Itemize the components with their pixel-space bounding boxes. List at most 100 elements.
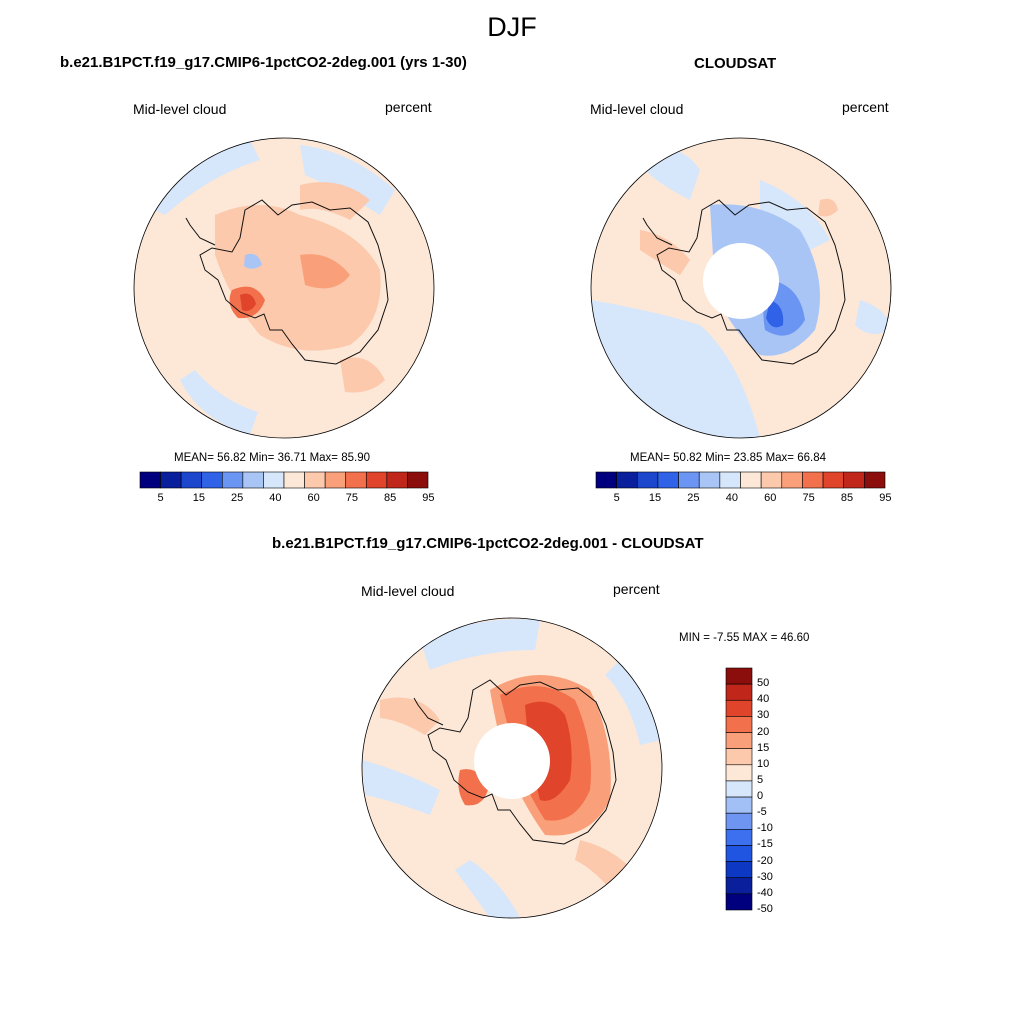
panel3-colorbar-swatch bbox=[725, 812, 753, 830]
panel3-colorbar-swatch bbox=[725, 780, 753, 798]
panel3-minmax: MIN = -7.55 MAX = 46.60 bbox=[679, 632, 810, 644]
panel2-colorbar-swatch bbox=[781, 471, 803, 489]
panel2-max-value: 66.84 bbox=[797, 452, 827, 464]
panel2-colorbar-swatch bbox=[616, 471, 638, 489]
panel3-map-border bbox=[361, 617, 663, 919]
panel3-colorbar-tick-label: -40 bbox=[757, 886, 773, 899]
panel1-colorbar-swatch bbox=[242, 471, 264, 489]
panel1-max-label: Max= bbox=[309, 452, 339, 464]
panel1-min-value: 36.71 bbox=[277, 452, 307, 464]
panel3-polar-gap bbox=[474, 723, 550, 799]
panel1-colorbar-swatch bbox=[139, 471, 161, 489]
panel2-colorbar-swatch bbox=[760, 471, 783, 489]
panel2-orange-region bbox=[640, 230, 690, 275]
panel2-colorbar-tick-label: 60 bbox=[764, 492, 777, 504]
panel2-stats: MEAN= 50.82 Min= 23.85 Max= 66.84 bbox=[630, 452, 826, 464]
panel1-title: b.e21.B1PCT.f19_g17.CMIP6-1pctCO2-2deg.0… bbox=[60, 54, 467, 71]
panel1-colorbar-tick-label: 95 bbox=[422, 492, 435, 504]
panel3-blue-band bbox=[420, 619, 540, 670]
panel2-colorbar-swatch bbox=[719, 471, 741, 489]
panel2-colorbar-swatch bbox=[636, 471, 659, 489]
panel2-colorbar-swatch bbox=[822, 471, 845, 489]
panel2-colorbar-tick-label: 75 bbox=[802, 492, 815, 504]
panel1-map-border bbox=[133, 137, 435, 439]
panel2-mean-value: 50.82 bbox=[673, 452, 702, 464]
panel2-darkblue-region bbox=[766, 300, 784, 328]
panel1-colorbar-tick-label: 40 bbox=[269, 492, 282, 504]
panel1-colorbar-swatch bbox=[386, 471, 408, 489]
panel3-colorbar-tick-label: 40 bbox=[757, 693, 770, 706]
panel1-colorbar-swatch bbox=[221, 471, 244, 489]
panel2-polar-gap bbox=[703, 243, 779, 319]
panel3-colorbar-swatch bbox=[725, 716, 753, 733]
panel1-red-core bbox=[240, 293, 256, 312]
panel3-coastline bbox=[427, 679, 617, 845]
panel1-mean-value: 56.82 bbox=[217, 452, 246, 464]
panel1-units-label: percent bbox=[385, 99, 432, 115]
panel3-colorbar-swatch bbox=[725, 732, 753, 749]
panel3-blue-band-4 bbox=[455, 860, 520, 918]
panel2-colorbar bbox=[595, 471, 886, 489]
panel3-colorbar-swatch bbox=[725, 861, 753, 879]
panel1-colorbar-swatch bbox=[180, 471, 203, 489]
panel2-colorbar-swatch bbox=[740, 471, 762, 489]
panel2-colorbar-tick-label: 40 bbox=[725, 492, 738, 504]
panel3-colorbar-tick-label: 30 bbox=[757, 709, 770, 722]
panel3-colorbar-swatch bbox=[725, 667, 753, 685]
panel3-colorbar-tick-label: -10 bbox=[757, 822, 773, 835]
panel2-map-border bbox=[590, 137, 892, 439]
panel1-colorbar-tick-label: 60 bbox=[307, 492, 320, 504]
panel2-blue-patch-4 bbox=[855, 300, 890, 334]
panel1-colorbar-swatch bbox=[365, 471, 388, 489]
panel3-colorbar-swatch bbox=[725, 764, 753, 782]
panel2-max-label: Max= bbox=[765, 452, 795, 464]
panel2-variable-label: Mid-level cloud bbox=[590, 101, 684, 117]
panel1-colorbar-tick-label: 5 bbox=[157, 492, 164, 504]
panel2-blue-patch-3 bbox=[760, 180, 830, 250]
panel1-map bbox=[134, 138, 434, 438]
panel3-colorbar-tick-label: 20 bbox=[757, 725, 770, 738]
panel2-colorbar-swatch bbox=[864, 471, 886, 489]
panel2-orange-spot bbox=[818, 198, 838, 217]
panel2-colorbar-tick-label: 15 bbox=[648, 492, 662, 504]
panel2-colorbar-tick-label: 95 bbox=[879, 492, 892, 504]
panel1-colorbar-swatch bbox=[304, 471, 326, 489]
panel3-colorbar-tick-label: -5 bbox=[757, 806, 767, 819]
panel1-colorbar bbox=[139, 471, 429, 489]
panel1-colorbar-swatch bbox=[160, 471, 182, 489]
panel3-colorbar-swatch bbox=[725, 893, 753, 911]
panel1-orange-region bbox=[215, 205, 381, 351]
panel2-coastline bbox=[656, 199, 846, 365]
panel3-units-label: percent bbox=[613, 581, 660, 597]
panel3-colorbar-tick-label: -20 bbox=[757, 854, 773, 867]
panel3-colorbar bbox=[725, 667, 753, 911]
panel3-colorbar-tick-label: -50 bbox=[757, 903, 773, 915]
panel3-colorbar-tick-label: 50 bbox=[757, 677, 770, 690]
panel1-blue-patch-3 bbox=[180, 370, 258, 435]
panel3-colorbar-swatch bbox=[725, 877, 753, 895]
panel2-colorbar-swatch bbox=[595, 471, 617, 489]
panel1-blue-patch-2 bbox=[300, 145, 395, 215]
panel3-colorbar-swatch bbox=[725, 748, 753, 766]
panel1-colorbar-tick-label: 85 bbox=[384, 492, 397, 504]
panel2-colorbar-swatch bbox=[698, 471, 721, 489]
figure-title: DJF bbox=[487, 12, 537, 42]
panel2-colorbar-tick-label: 5 bbox=[613, 492, 620, 504]
panel1-variable-label: Mid-level cloud bbox=[133, 101, 227, 117]
panel1-midorange-region bbox=[300, 254, 350, 289]
panel3-colorbar-swatch bbox=[725, 699, 753, 717]
panel2-min-value: 23.85 bbox=[733, 452, 763, 464]
panel1-colorbar-tick-label: 25 bbox=[230, 492, 244, 504]
panel1-colorbar-swatch bbox=[283, 471, 305, 489]
panel3-colorbar-tick-label: -15 bbox=[757, 838, 773, 851]
panel1-peninsula bbox=[185, 217, 216, 246]
panel2-peninsula bbox=[642, 217, 673, 246]
panel3-variable-label: Mid-level cloud bbox=[361, 583, 455, 599]
panel2-colorbar-tick-label: 25 bbox=[687, 492, 700, 504]
panel2-colorbar-swatch bbox=[678, 471, 700, 489]
panel3-colorbar-swatch bbox=[725, 796, 753, 814]
panel3-peninsula bbox=[413, 697, 444, 726]
panel1-stats: MEAN= 56.82 Min= 36.71 Max= 85.90 bbox=[174, 452, 370, 464]
panel2-map bbox=[591, 138, 891, 438]
